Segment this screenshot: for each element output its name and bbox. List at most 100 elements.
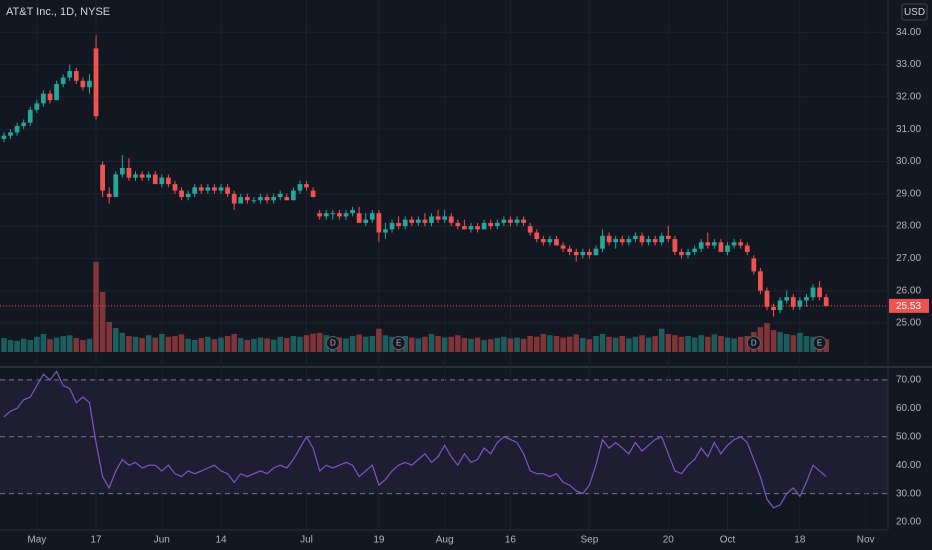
volume-bar [639, 335, 645, 352]
candle-body [73, 71, 79, 81]
candle-body [80, 80, 86, 88]
candle-body [672, 239, 678, 252]
volume-bar [60, 336, 66, 352]
candle-body [212, 187, 217, 191]
volume-bar [455, 335, 461, 352]
volume-bar [362, 336, 369, 352]
volume-bar [270, 339, 277, 352]
y-tick-label: 70.00 [896, 375, 921, 386]
volume-bar [218, 337, 224, 352]
event-label: E [396, 339, 401, 348]
candle-body [705, 242, 711, 246]
candle-body [652, 239, 658, 243]
volume-bar [205, 336, 211, 352]
volume-bar [770, 330, 777, 352]
volume-bar [632, 336, 639, 352]
volume-bar [514, 337, 520, 352]
volume-bar [47, 339, 53, 352]
volume-bar [790, 335, 797, 352]
volume-bar [231, 334, 237, 352]
x-tick-label: Nov [857, 535, 875, 546]
candle-body [350, 209, 355, 214]
volume-bar [652, 336, 658, 352]
candle-body [402, 219, 408, 227]
candle-body [47, 93, 53, 101]
y-tick-label: 31.00 [896, 124, 921, 135]
candle-body [343, 213, 349, 217]
candle-body [758, 271, 763, 291]
candle-body [784, 297, 790, 301]
candle-body [455, 222, 461, 227]
currency-badge[interactable] [901, 3, 928, 21]
candle-body [126, 167, 132, 178]
volume-bar [711, 334, 718, 352]
candle-body [198, 187, 204, 191]
x-tick-label: 14 [215, 535, 227, 546]
candle-body [488, 222, 494, 227]
volume-bar [165, 336, 172, 352]
volume-bar [191, 340, 198, 352]
chart-title: AT&T Inc., 1D, NYSE [6, 6, 110, 18]
volume-bar [494, 338, 501, 352]
volume-bar [724, 337, 731, 352]
y-tick-label: 20.00 [896, 517, 921, 528]
last-price-label: 25.53 [896, 301, 921, 312]
candle-body [600, 235, 605, 249]
candle-body [231, 193, 237, 204]
volume-bar [126, 336, 132, 352]
volume-bar [593, 336, 599, 352]
y-tick-label: 40.00 [896, 460, 921, 471]
event-label: E [817, 339, 822, 348]
volume-bar [257, 337, 264, 352]
volume-bar [73, 338, 80, 352]
volume-bar [303, 335, 310, 352]
x-tick-label: 19 [373, 535, 385, 546]
labels: 34.00 33.00 32.00 31.00 30.00 29.00 28.00 27.00… [27, 27, 929, 546]
volume-bar [685, 336, 691, 352]
candle-body [87, 80, 92, 88]
volume-bar [803, 336, 810, 352]
volume-bar [481, 340, 487, 352]
candle-body [804, 297, 809, 301]
candle-body [764, 290, 770, 307]
volume-bar [428, 334, 435, 352]
candle-body [14, 125, 20, 133]
candle-body [731, 242, 737, 246]
volume-bar [376, 328, 382, 352]
candle-body [540, 239, 546, 243]
candle-body [560, 245, 566, 249]
volume-bar [580, 338, 586, 352]
candle-body [41, 93, 46, 104]
candle-body [310, 190, 316, 198]
event-label: D [751, 339, 757, 348]
volume-bar [159, 334, 165, 352]
volume-bar [658, 328, 665, 352]
candle-body [698, 242, 704, 249]
volume-bar [461, 338, 468, 352]
volume-bar [310, 333, 316, 352]
volume-bar [1, 338, 7, 352]
volume-bar [316, 332, 323, 352]
candle-body [251, 200, 257, 202]
volume-bar [369, 336, 376, 352]
candle-body [415, 219, 421, 223]
candle-body [810, 287, 816, 298]
x-tick-label: Oct [720, 535, 736, 546]
candle-body [494, 222, 500, 227]
candle-body [291, 190, 296, 201]
volume-bar [777, 332, 783, 352]
volume-bar [198, 338, 205, 352]
y-tick-label: 27.00 [896, 253, 921, 264]
volume-bar [264, 338, 270, 352]
volume-bar [53, 337, 60, 352]
volume-bar [731, 338, 737, 352]
candle-body [54, 83, 59, 101]
volume-bar [691, 337, 698, 352]
rsi-line [3, 370, 827, 509]
candle-body [119, 167, 125, 175]
candle-body [376, 213, 382, 233]
volume-bar [409, 337, 415, 352]
candle-body [139, 174, 145, 178]
candle-body [567, 248, 573, 252]
